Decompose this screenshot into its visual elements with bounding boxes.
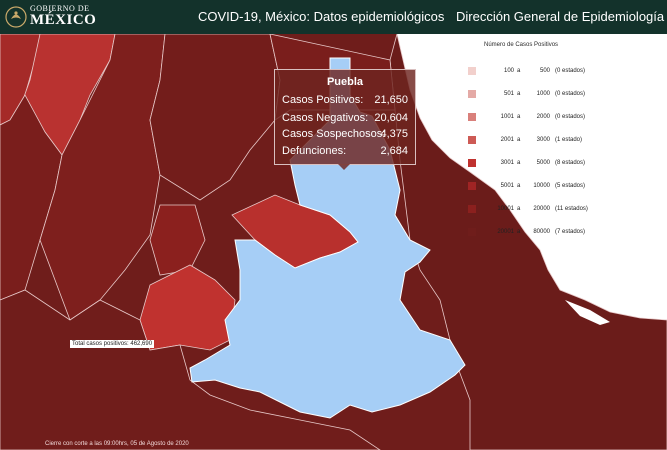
tooltip-caret (338, 164, 350, 170)
legend-item[interactable]: 2001 a 3000 (1 estado) (462, 135, 602, 147)
legend-range-to: 1000 (536, 91, 550, 97)
coat-of-arms-icon (5, 6, 27, 28)
tooltip-row-positive: Casos Positivos: 21,650 (282, 94, 408, 110)
legend-range-to: 80000 (533, 229, 550, 235)
legend-item[interactable]: 1001 a 2000 (0 estados) (462, 112, 602, 124)
state-puebla-selected[interactable] (189, 57, 466, 419)
legend-range-from: 5001 (500, 183, 514, 189)
legend-state-count: (11 estados) (555, 206, 588, 212)
tooltip-value: 21,650 (374, 94, 408, 106)
tooltip-label: Casos Positivos: (282, 94, 364, 106)
legend-item[interactable]: 100 a 500 (0 estados) (462, 66, 602, 78)
legend-swatch (468, 228, 476, 236)
logo-text-line1: GOBIERNO DE (30, 4, 90, 13)
footer-cutoff-note: Cierre con corte a las 09:00hrs, 05 de A… (45, 441, 189, 447)
legend-range-separator: a (517, 229, 521, 235)
legend-range-to: 20000 (533, 206, 550, 212)
legend-state-count: (0 estados) (555, 91, 586, 97)
tooltip-label: Casos Negativos: (282, 112, 369, 124)
legend-range-from: 2001 (500, 137, 514, 143)
legend-range-to: 2000 (536, 114, 550, 120)
legend-range-from: 501 (503, 91, 514, 97)
legend-swatch (468, 90, 476, 98)
legend-item[interactable]: 20001 a 80000 (7 estados) (462, 227, 602, 239)
header-bar: GOBIERNO DE MÉXICO COVID-19, México: Dat… (0, 0, 667, 34)
legend-state-count: (8 estados) (555, 160, 586, 166)
legend-range-from: 1001 (500, 114, 514, 120)
tooltip-value: 4,375 (380, 128, 408, 140)
gulf-water (397, 34, 667, 320)
logo-text-line2: MÉXICO (30, 12, 97, 28)
tooltip-value: 20,604 (374, 112, 408, 124)
tooltip-row-negative: Casos Negativos: 20,604 (282, 112, 408, 128)
legend-range-to: 3000 (536, 137, 550, 143)
state-veracruz[interactable] (389, 34, 667, 450)
legend-swatch (468, 113, 476, 121)
tooltip-label: Casos Sospechosos: (282, 128, 386, 140)
tooltip-state-name: Puebla (326, 76, 364, 88)
state-guerrero[interactable] (0, 289, 381, 450)
coast-islands (565, 300, 610, 325)
legend-swatch (468, 182, 476, 190)
legend-state-count: (1 estado) (555, 137, 583, 143)
state-tooltip: Puebla Casos Positivos: 21,650 Casos Neg… (274, 69, 416, 170)
legend-range-separator: a (517, 206, 521, 212)
legend-range-separator: a (517, 114, 521, 120)
legend-swatch (468, 136, 476, 144)
total-positive-label: Total casos positivos: 462,690 (70, 340, 155, 348)
legend-range-from: 20001 (497, 229, 514, 235)
legend-range-to: 5000 (536, 160, 550, 166)
legend-range-separator: a (517, 68, 521, 74)
legend-range-separator: a (517, 183, 521, 189)
legend-range-separator: a (517, 137, 521, 143)
legend-state-count: (7 estados) (555, 229, 586, 235)
legend-range-separator: a (517, 160, 521, 166)
legend-range-separator: a (517, 91, 521, 97)
legend-range-from: 3001 (500, 160, 514, 166)
legend-swatch (468, 205, 476, 213)
legend-range-to: 10000 (533, 183, 550, 189)
legend-state-count: (0 estados) (555, 114, 586, 120)
tooltip-label: Defunciones: (282, 145, 347, 157)
legend-title: Número de Casos Positivos (484, 42, 559, 48)
legend-item[interactable]: 5001 a 10000 (5 estados) (462, 181, 602, 193)
map-canvas[interactable] (0, 34, 667, 450)
tooltip-value: 2,684 (380, 145, 408, 157)
legend-item[interactable]: 3001 a 5000 (8 estados) (462, 158, 602, 170)
legend-state-count: (0 estados) (555, 68, 586, 74)
page-subtitle: Dirección General de Epidemiología (456, 9, 665, 24)
choropleth-map[interactable] (0, 34, 667, 450)
page-title: COVID-19, México: Datos epidemiológicos (198, 9, 445, 24)
legend-item[interactable]: 501 a 1000 (0 estados) (462, 89, 602, 101)
legend-item[interactable]: 10001 a 20000 (11 estados) (462, 204, 602, 216)
tooltip-row-deaths: Defunciones: 2,684 (282, 145, 408, 161)
legend-range-to: 500 (539, 68, 550, 74)
legend-state-count: (5 estados) (555, 183, 586, 189)
legend-swatch (468, 159, 476, 167)
legend-range-from: 100 (503, 68, 514, 74)
legend-swatch (468, 67, 476, 75)
legend-range-from: 10001 (497, 206, 514, 212)
tooltip-row-suspected: Casos Sospechosos: 4,375 (282, 128, 408, 144)
